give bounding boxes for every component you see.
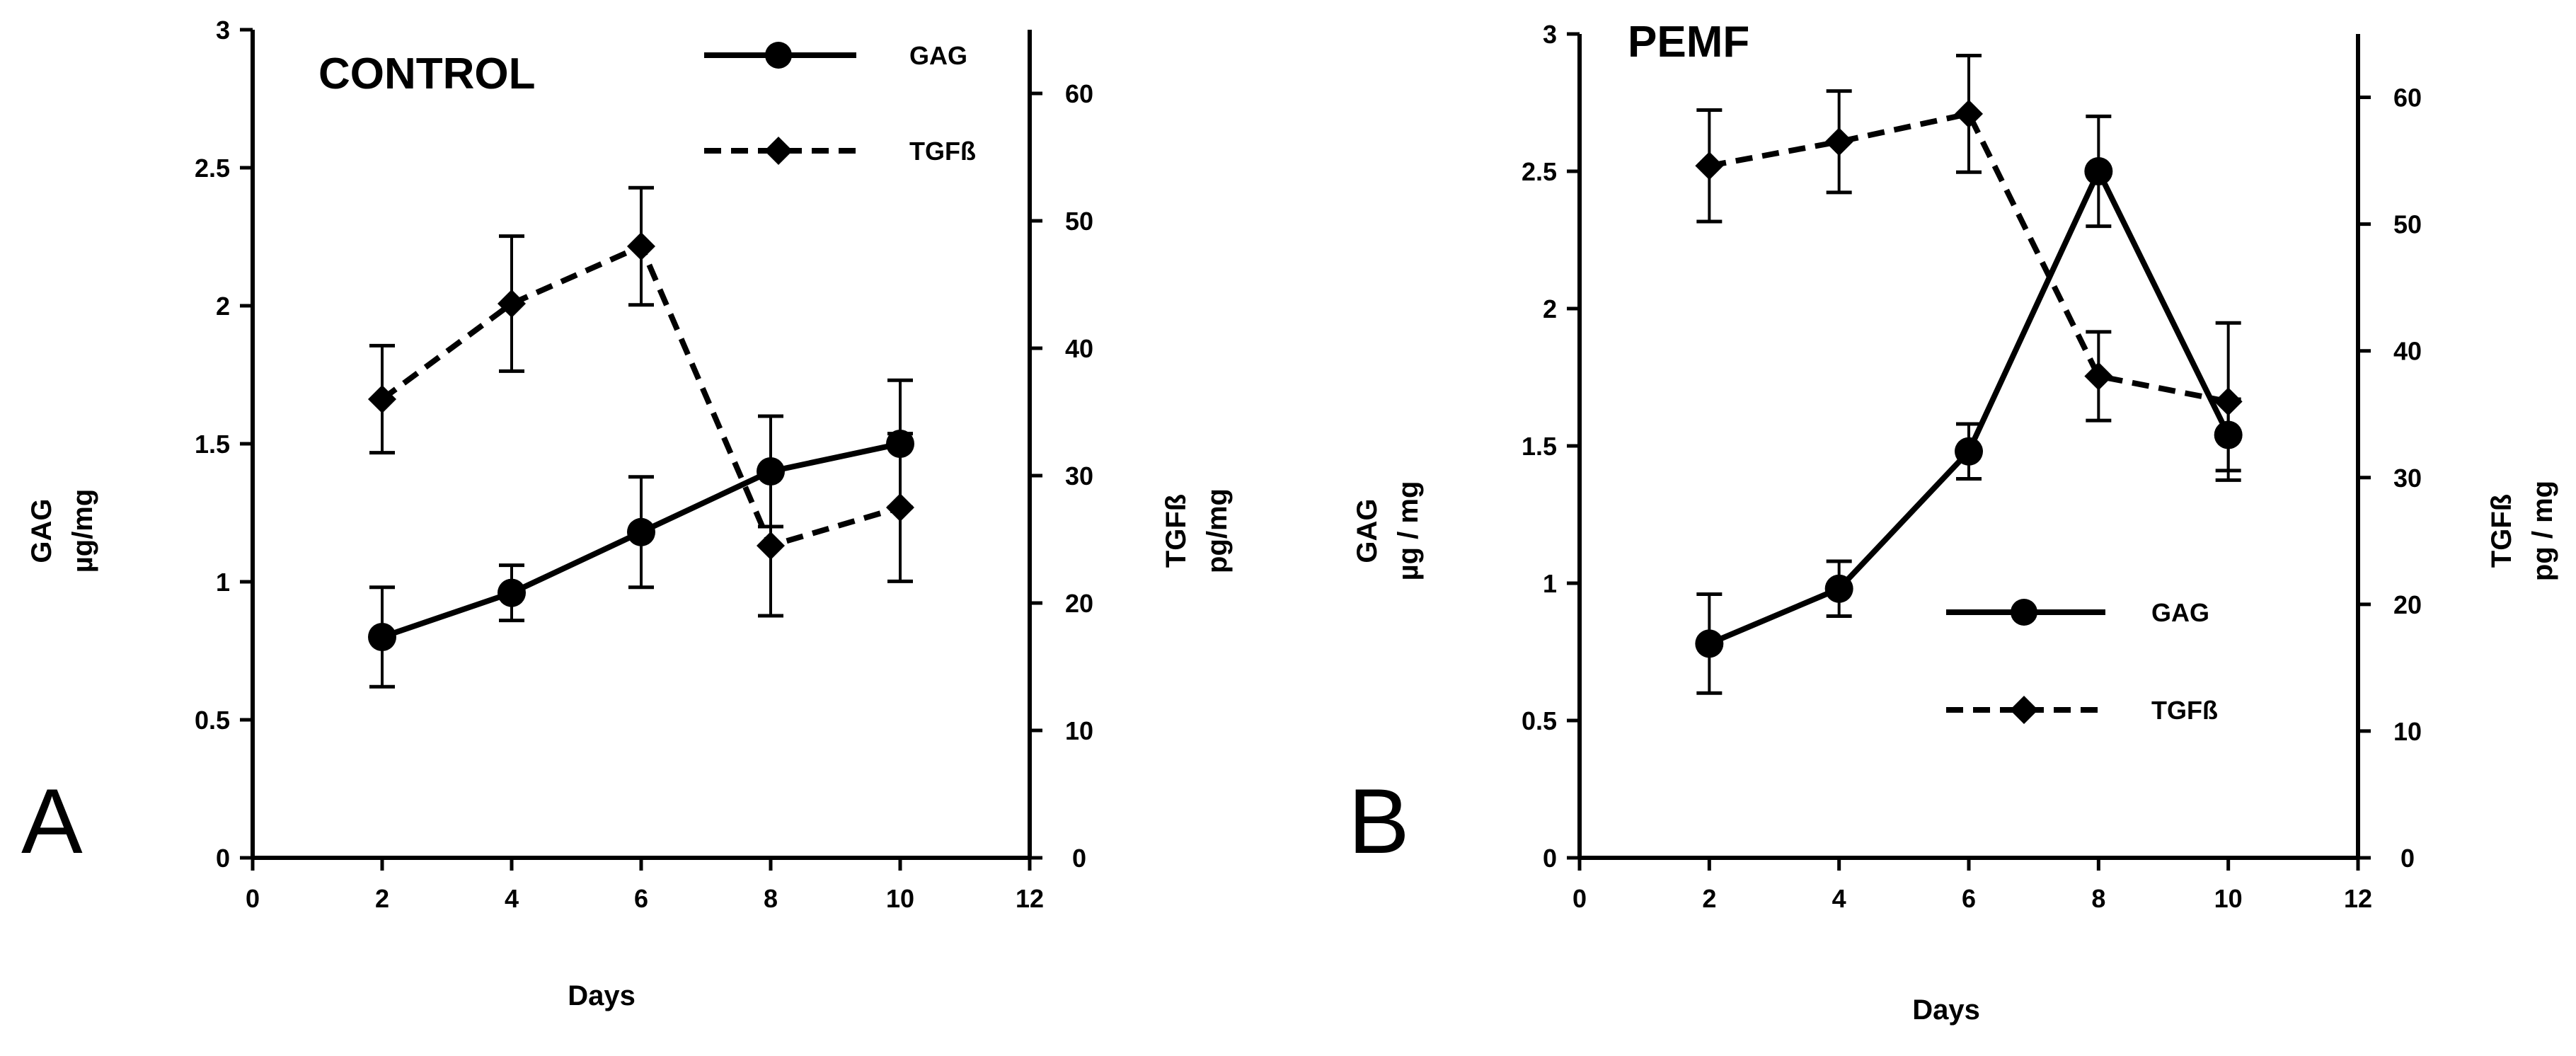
gag-point <box>1955 437 1983 466</box>
y-left-label-line2: µg / mg <box>1393 481 1424 581</box>
y-right-label-line1: TGFß <box>1161 494 1192 568</box>
x-tick-label: 10 <box>886 884 914 913</box>
legend-gag-marker <box>2011 599 2037 626</box>
y-right-tick-label: 40 <box>1065 334 1093 363</box>
legend-tgf-label: TGFß <box>2151 696 2218 725</box>
x-tick-label: 10 <box>2214 884 2243 913</box>
y-left-tick-label: 0.5 <box>195 706 230 735</box>
chart-title: CONTROL <box>318 50 536 98</box>
y-left-tick-label: 0.5 <box>1522 706 1557 735</box>
tgf-point <box>2214 387 2243 416</box>
x-axis-label: Days <box>1912 994 1980 1026</box>
y-right-tick-label: 50 <box>1065 207 1093 236</box>
x-tick-label: 12 <box>2344 884 2372 913</box>
y-left-tick-label: 3 <box>1543 20 1557 49</box>
y-left-tick-label: 1.5 <box>1522 432 1557 461</box>
x-tick-label: 2 <box>375 884 389 913</box>
x-tick-label: 6 <box>1962 884 1976 913</box>
y-right-tick-label: 30 <box>2393 464 2422 493</box>
y-left-label-line1: GAG <box>1352 498 1383 563</box>
x-tick-label: 0 <box>1572 884 1587 913</box>
tgf-series-line <box>1708 110 2229 405</box>
y-right-tick-label: 60 <box>2393 84 2422 113</box>
x-tick-label: 2 <box>1702 884 1716 913</box>
gag-point <box>757 457 785 486</box>
gag-point <box>368 623 396 651</box>
y-right-tick-label: 10 <box>1065 716 1093 745</box>
y-axis-left-label: GAG µg/mg <box>26 489 98 573</box>
y-left-label-line2: µg/mg <box>67 489 98 573</box>
y-right-tick-label: 20 <box>1065 589 1093 618</box>
legend-tgf-marker <box>764 137 793 165</box>
y-left-tick-label: 0 <box>216 844 230 873</box>
legend: GAG TGFß <box>1946 598 2218 725</box>
legend-gag-marker <box>765 42 792 69</box>
y-left-tick-label: 1 <box>216 568 230 597</box>
y-right-tick-label: 30 <box>1065 461 1093 490</box>
y-right-tick-label: 50 <box>2393 210 2422 239</box>
legend: GAG TGFß <box>704 41 976 166</box>
y-left-tick-label: 2 <box>1543 294 1557 323</box>
y-left-tick-label: 1.5 <box>195 430 230 459</box>
tgf-point <box>1955 99 1983 128</box>
y-right-tick-label: 20 <box>2393 590 2422 619</box>
y-right-tick-label: 0 <box>2400 844 2415 873</box>
y-right-label-line1: TGFß <box>2486 494 2517 568</box>
y-right-label-line2: pg/mg <box>1202 488 1233 573</box>
x-tick-label: 6 <box>634 884 648 913</box>
panel-label: A <box>21 769 83 873</box>
y-left-tick-label: 2.5 <box>1522 157 1557 186</box>
x-tick-label: 12 <box>1016 884 1044 913</box>
y-left-tick-label: 3 <box>216 16 230 45</box>
y-left-tick-label: 2.5 <box>195 154 230 183</box>
x-axis-label: Days <box>568 980 636 1011</box>
x-tick-label: 8 <box>2091 884 2105 913</box>
tgf-point <box>498 289 526 318</box>
y-left-tick-label: 0 <box>1543 844 1557 873</box>
y-right-label-line2: pg / mg <box>2527 481 2558 581</box>
chart-panel-control: CONTROL A Days GAG µg/mg TGFß pg/mg GAG … <box>21 16 1233 1011</box>
tgf-point <box>368 385 396 413</box>
gag-series-line <box>1708 168 2231 647</box>
tgf-point <box>1824 127 1853 156</box>
legend-tgf-label: TGFß <box>909 137 976 166</box>
x-tick-label: 4 <box>1832 884 1846 913</box>
x-tick-label: 4 <box>505 884 519 913</box>
tgf-point <box>1695 151 1724 180</box>
gag-point <box>627 517 655 546</box>
x-tick-label: 8 <box>764 884 778 913</box>
gag-point <box>1824 574 1853 603</box>
y-right-tick-label: 10 <box>2393 717 2422 746</box>
gag-point <box>2084 157 2113 185</box>
chart-title: PEMF <box>1628 18 1749 67</box>
y-left-tick-label: 1 <box>1543 569 1557 598</box>
gag-point <box>1695 629 1724 658</box>
y-axis-left-label: GAG µg / mg <box>1352 481 1424 581</box>
y-axis-right-label: TGFß pg / mg <box>2486 481 2558 581</box>
legend-gag-label: GAG <box>909 41 967 70</box>
chart-panel-pemf: PEMF B Days GAG µg / mg TGFß pg / mg GAG… <box>1348 18 2558 1026</box>
legend-tgf-marker <box>2010 696 2038 724</box>
tgf-point <box>757 532 785 560</box>
gag-point <box>498 578 526 607</box>
y-axis-right-label: TGFß pg/mg <box>1161 488 1233 573</box>
y-right-tick-label: 60 <box>1065 79 1093 108</box>
y-left-tick-label: 2 <box>216 292 230 321</box>
y-right-tick-label: 40 <box>2393 337 2422 366</box>
tgf-point <box>627 232 655 260</box>
panel-label: B <box>1348 769 1410 873</box>
tgf-point <box>886 493 914 522</box>
y-left-label-line1: GAG <box>26 498 57 563</box>
tgf-point <box>2084 362 2113 391</box>
y-right-tick-label: 0 <box>1072 844 1086 873</box>
x-tick-label: 0 <box>246 884 260 913</box>
legend-gag-label: GAG <box>2151 598 2209 627</box>
